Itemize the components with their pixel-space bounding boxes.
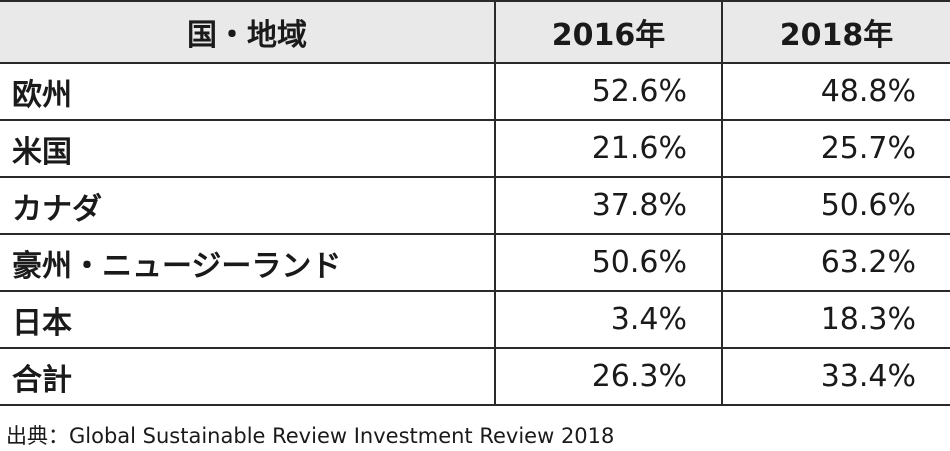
header-region: 国・地域	[0, 0, 496, 64]
data-table: 国・地域 2016年 2018年 欧州 52.6% 48.8% 米国 21.6%…	[0, 0, 950, 406]
table-row: 豪州・ニュージーランド 50.6% 63.2%	[0, 233, 950, 292]
value-2016-cell: 50.6%	[494, 233, 723, 292]
value-2018-cell: 50.6%	[721, 176, 950, 235]
region-cell: 合計	[0, 347, 496, 406]
table-row: 欧州 52.6% 48.8%	[0, 62, 950, 121]
value-2016-cell: 37.8%	[494, 176, 723, 235]
value-2016-cell: 26.3%	[494, 347, 723, 406]
value-2018-cell: 63.2%	[721, 233, 950, 292]
region-cell: 日本	[0, 290, 496, 349]
header-row: 国・地域 2016年 2018年	[0, 0, 950, 64]
region-cell: カナダ	[0, 176, 496, 235]
value-2018-cell: 25.7%	[721, 119, 950, 178]
table-row-total: 合計 26.3% 33.4%	[0, 347, 950, 406]
value-2016-cell: 21.6%	[494, 119, 723, 178]
table-row: カナダ 37.8% 50.6%	[0, 176, 950, 235]
region-cell: 豪州・ニュージーランド	[0, 233, 496, 292]
header-2018: 2018年	[721, 0, 950, 64]
source-note: 出典：Global Sustainable Review Investment …	[6, 424, 615, 448]
value-2018-cell: 33.4%	[721, 347, 950, 406]
value-2018-cell: 18.3%	[721, 290, 950, 349]
table-row: 米国 21.6% 25.7%	[0, 119, 950, 178]
table-row: 日本 3.4% 18.3%	[0, 290, 950, 349]
value-2016-cell: 3.4%	[494, 290, 723, 349]
region-cell: 米国	[0, 119, 496, 178]
value-2016-cell: 52.6%	[494, 62, 723, 121]
value-2018-cell: 48.8%	[721, 62, 950, 121]
region-cell: 欧州	[0, 62, 496, 121]
header-2016: 2016年	[494, 0, 723, 64]
